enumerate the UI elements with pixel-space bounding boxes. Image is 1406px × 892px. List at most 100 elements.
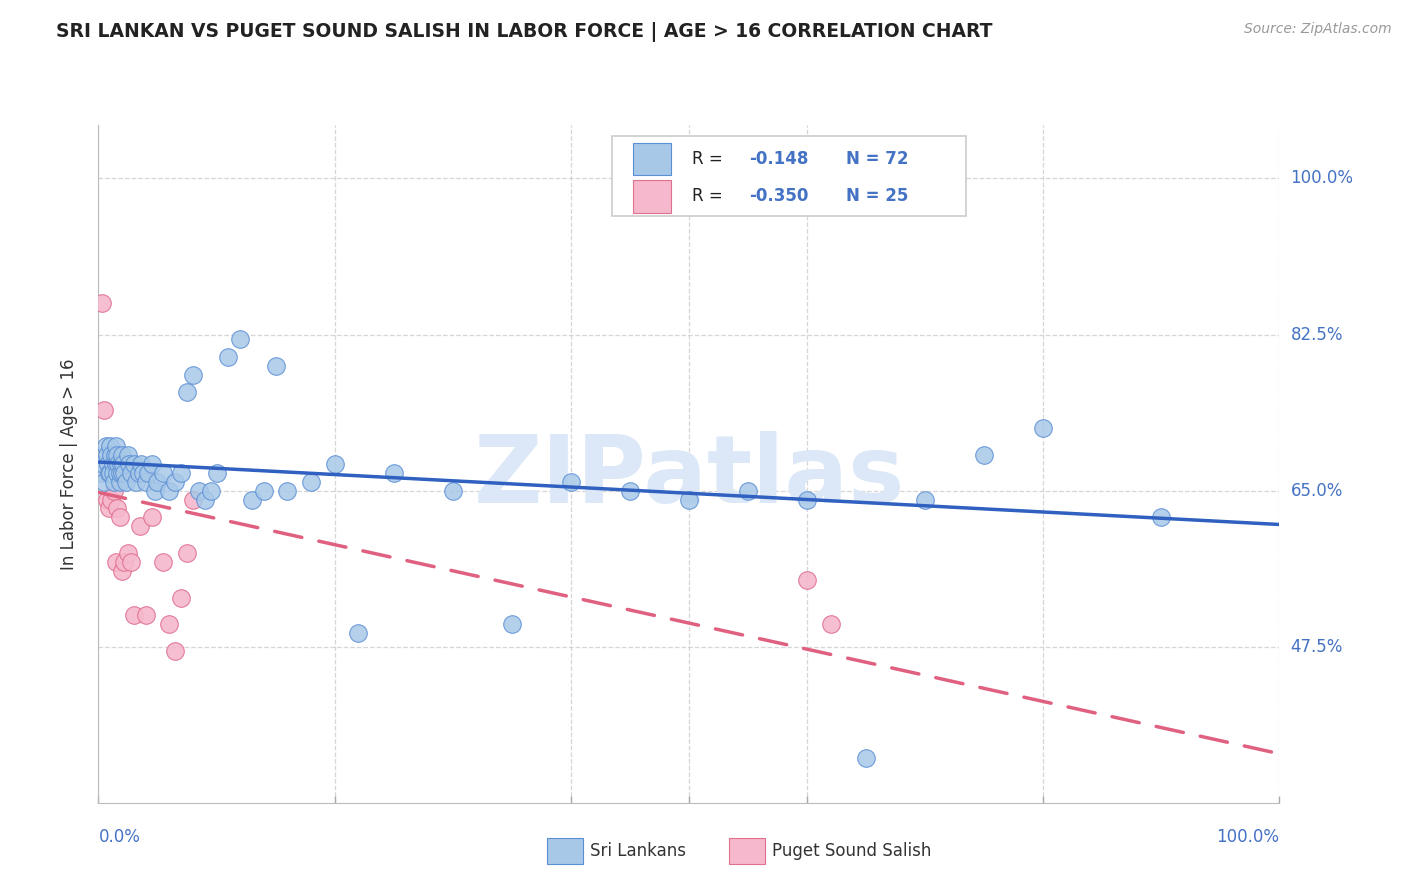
Text: 65.0%: 65.0%: [1291, 482, 1343, 500]
Text: -0.148: -0.148: [749, 150, 808, 168]
Point: [194, 492, 217, 507]
Point: [157, 483, 180, 498]
Point: [176, 385, 198, 400]
Point: [105, 448, 128, 462]
Point: [96, 492, 118, 507]
Point: [170, 591, 193, 605]
Point: [118, 457, 141, 471]
Point: [105, 466, 128, 480]
Text: Sri Lankans: Sri Lankans: [589, 842, 686, 860]
Point: [100, 448, 122, 462]
Point: [105, 439, 128, 453]
Point: [122, 608, 145, 623]
Point: [441, 483, 464, 498]
Point: [93, 475, 115, 489]
Point: [143, 483, 166, 498]
Point: [141, 457, 163, 471]
Point: [323, 457, 346, 471]
Point: [91, 296, 114, 310]
Point: [108, 475, 131, 489]
Point: [382, 466, 405, 480]
Point: [501, 617, 523, 632]
Point: [796, 492, 818, 507]
Point: [98, 439, 121, 453]
FancyBboxPatch shape: [634, 180, 671, 212]
Point: [253, 483, 276, 498]
Point: [135, 475, 157, 489]
Point: [105, 457, 128, 471]
Text: SRI LANKAN VS PUGET SOUND SALISH IN LABOR FORCE | AGE > 16 CORRELATION CHART: SRI LANKAN VS PUGET SOUND SALISH IN LABO…: [56, 22, 993, 42]
Point: [276, 483, 298, 498]
Point: [101, 466, 124, 480]
Point: [129, 457, 152, 471]
Point: [200, 483, 222, 498]
Point: [112, 457, 135, 471]
Point: [103, 475, 125, 489]
Point: [91, 457, 114, 471]
Point: [737, 483, 759, 498]
Point: [1032, 421, 1054, 435]
Point: [112, 555, 135, 569]
Point: [104, 448, 127, 462]
Point: [111, 466, 134, 480]
Point: [347, 626, 370, 640]
Point: [678, 492, 700, 507]
Point: [121, 466, 143, 480]
Y-axis label: In Labor Force | Age > 16: In Labor Force | Age > 16: [59, 358, 77, 570]
Point: [107, 457, 129, 471]
Text: 0.0%: 0.0%: [98, 828, 141, 846]
Point: [122, 457, 145, 471]
Point: [205, 466, 228, 480]
Point: [108, 510, 131, 524]
FancyBboxPatch shape: [634, 143, 671, 175]
Point: [117, 546, 139, 560]
Point: [98, 466, 121, 480]
Point: [98, 466, 121, 480]
Point: [94, 439, 117, 453]
Text: Source: ZipAtlas.com: Source: ZipAtlas.com: [1244, 22, 1392, 37]
Point: [229, 332, 252, 346]
Point: [181, 368, 204, 382]
Point: [217, 350, 239, 364]
Text: 82.5%: 82.5%: [1291, 326, 1343, 343]
Point: [136, 466, 159, 480]
Point: [117, 448, 139, 462]
Text: N = 72: N = 72: [846, 150, 908, 168]
Point: [98, 501, 121, 516]
Text: 100.0%: 100.0%: [1216, 828, 1279, 846]
Point: [820, 617, 842, 632]
FancyBboxPatch shape: [612, 136, 966, 217]
Point: [96, 448, 118, 462]
Point: [114, 475, 136, 489]
Point: [128, 519, 150, 533]
Point: [264, 359, 287, 373]
Point: [135, 608, 157, 623]
Point: [157, 617, 180, 632]
Point: [105, 555, 128, 569]
FancyBboxPatch shape: [547, 838, 582, 863]
Point: [165, 475, 187, 489]
Point: [181, 492, 204, 507]
Text: ZIPatlas: ZIPatlas: [474, 432, 904, 524]
Point: [141, 510, 163, 524]
Text: 47.5%: 47.5%: [1291, 638, 1343, 656]
Point: [152, 555, 174, 569]
Point: [91, 466, 114, 480]
Point: [101, 457, 124, 471]
Point: [796, 573, 818, 587]
Text: -0.350: -0.350: [749, 187, 808, 205]
Text: N = 25: N = 25: [846, 187, 908, 205]
Point: [128, 466, 150, 480]
Point: [914, 492, 936, 507]
Point: [176, 546, 198, 560]
Point: [105, 501, 128, 516]
Point: [560, 475, 582, 489]
Point: [112, 466, 135, 480]
Point: [1150, 510, 1173, 524]
Point: [125, 475, 148, 489]
Point: [111, 448, 134, 462]
Point: [121, 555, 143, 569]
Point: [132, 466, 155, 480]
Point: [619, 483, 641, 498]
Text: 100.0%: 100.0%: [1291, 169, 1354, 187]
